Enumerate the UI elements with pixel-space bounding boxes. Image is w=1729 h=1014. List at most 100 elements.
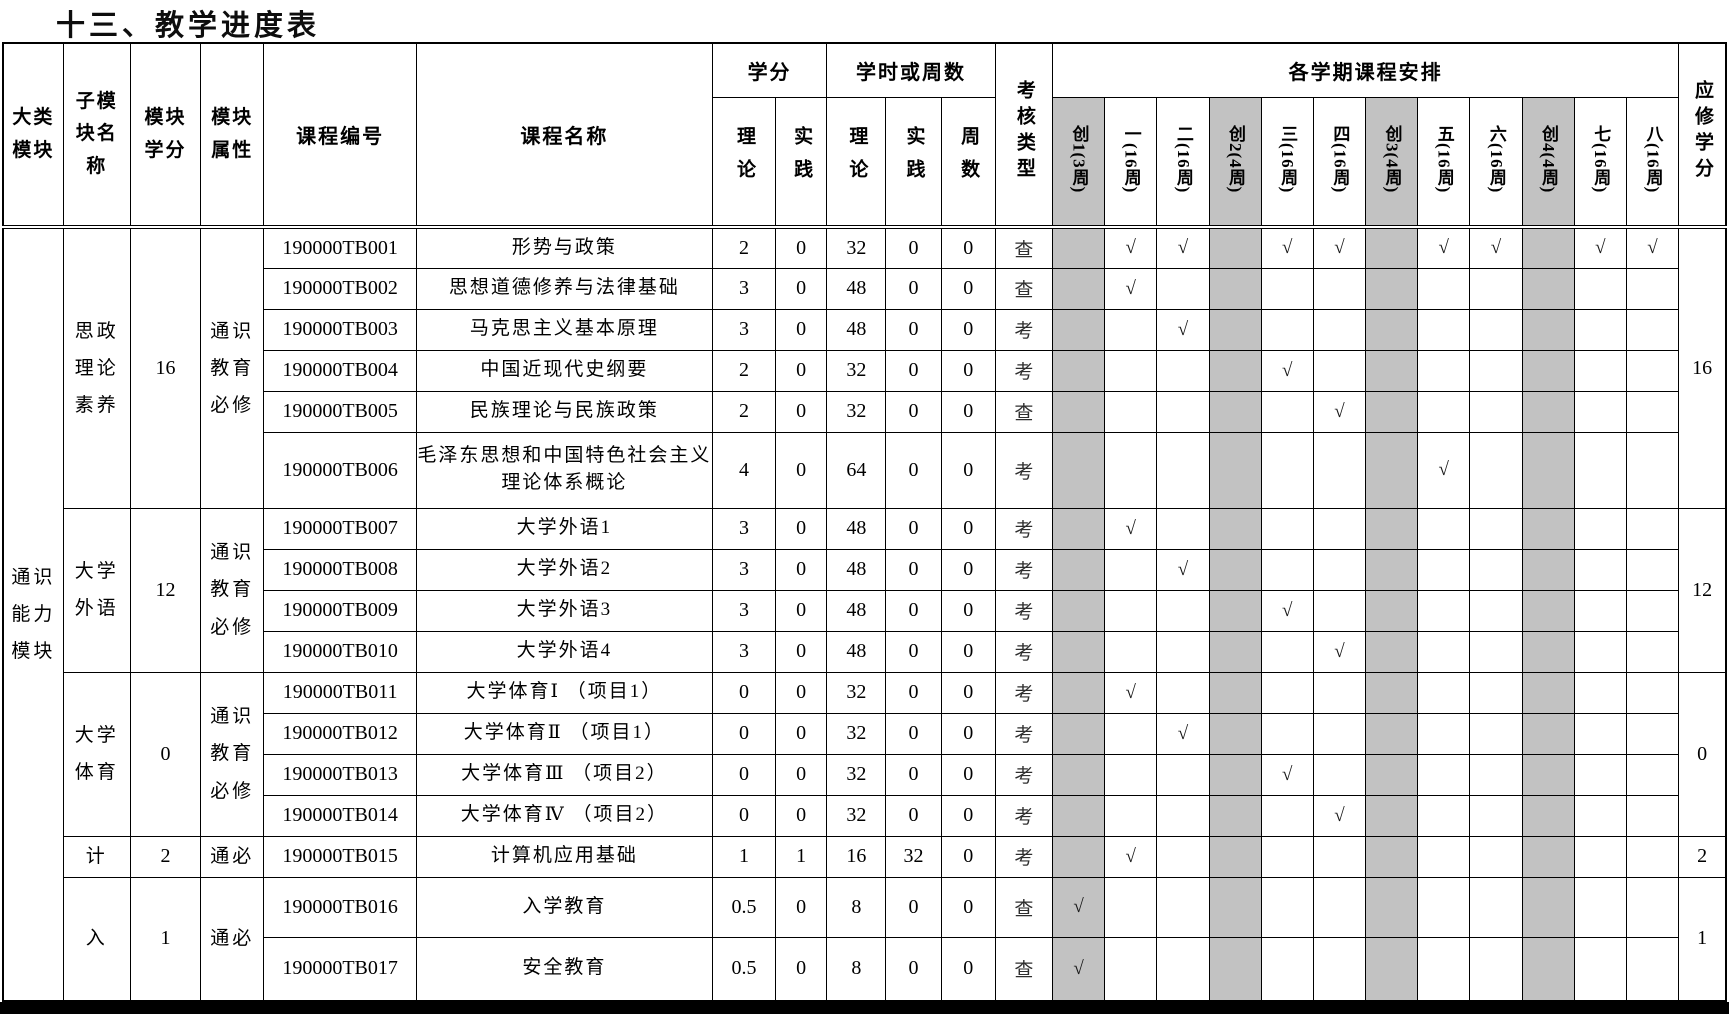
hours-practice-cell: 0: [885, 712, 942, 755]
semester-check-cell: [1312, 431, 1367, 509]
semester-check-cell: [1573, 431, 1627, 509]
course-row: 190000TB010 大学外语4 3 0 48 0 0 考 √: [3, 630, 1726, 673]
semester-check-cell: √: [1312, 390, 1367, 433]
hours-theory-cell: 48: [826, 589, 887, 632]
semester-check-cell: [1469, 835, 1523, 878]
credit-practice-cell: 0: [775, 876, 828, 938]
semester-check-cell: √: [1573, 225, 1627, 269]
weeks-cell: 0: [940, 548, 996, 591]
semester-check-cell: [1208, 308, 1262, 351]
course-code-cell: 190000TB010: [263, 630, 417, 673]
semester-check-cell: [1573, 671, 1627, 714]
course-name-cell: 大学体育Ⅱ （项目1）: [415, 712, 713, 755]
semester-check-cell: [1260, 390, 1314, 433]
semester-check-cell: [1104, 712, 1158, 755]
semester-check-cell: [1104, 876, 1158, 938]
semester-check-cell: [1573, 835, 1627, 878]
module-credits-cell: 12: [129, 507, 202, 673]
assessment-cell: 考: [994, 349, 1053, 392]
credit-practice-cell: 0: [775, 753, 828, 796]
course-row: 190000TB003 马克思主义基本原理 3 0 48 0 0 考 √: [3, 308, 1726, 351]
semester-check-cell: [1521, 794, 1575, 837]
module-attr-cell: 通必: [200, 835, 265, 878]
course-name-cell: 大学体育Ⅲ （项目2）: [415, 753, 713, 796]
semester-check-cell: [1573, 712, 1627, 755]
semester-check-cell: [1521, 630, 1575, 673]
header-weeks: 周数: [940, 96, 996, 228]
course-name-cell: 计算机应用基础: [415, 835, 713, 878]
semester-check-cell: √: [1312, 630, 1367, 673]
semester-check-cell: [1521, 589, 1575, 632]
page-bottom-bar: [0, 1002, 1729, 1014]
course-row: 计 2 通必 190000TB015 计算机应用基础 1 1 16 32 0 考 √ 2: [3, 835, 1727, 878]
semester-check-cell: [1573, 390, 1627, 433]
semester-check-cell: [1156, 507, 1210, 550]
course-name-cell: 安全教育: [415, 936, 713, 1002]
semester-check-cell: [1625, 712, 1680, 755]
semester-check-cell: [1573, 794, 1627, 837]
assessment-cell: 考: [994, 548, 1053, 591]
hours-practice-cell: 0: [885, 794, 942, 837]
assessment-cell: 查: [994, 936, 1053, 1002]
hours-theory-cell: 32: [826, 225, 887, 269]
course-code-cell: 190000TB012: [263, 712, 417, 755]
teaching-schedule-table: 大类 模块 子模 块名 称 模块 学分 模块 属性 课程编号 课程名称 学分 学…: [2, 42, 1727, 1002]
semester-check-cell: [1469, 712, 1523, 755]
course-name-cell: 形势与政策: [415, 225, 713, 269]
semester-check-cell: [1156, 835, 1210, 878]
semester-check-cell: [1051, 431, 1106, 509]
hours-theory-cell: 64: [826, 431, 887, 509]
semester-check-cell: [1469, 876, 1523, 938]
credit-practice-cell: 0: [775, 630, 828, 673]
semester-check-cell: [1104, 936, 1158, 1002]
hours-practice-cell: 0: [885, 267, 942, 310]
weeks-cell: 0: [940, 225, 996, 269]
semester-check-cell: [1260, 267, 1314, 310]
hours-theory-cell: 32: [826, 753, 887, 796]
semester-check-cell: √: [1104, 671, 1158, 714]
course-row: 大学 体育 0 通识 教育 必修 190000TB011 大学体育Ⅰ （项目1） 0 0 32…: [3, 671, 1727, 837]
semester-check-cell: [1625, 876, 1680, 938]
header-semester-4: 四(16周): [1312, 96, 1367, 228]
semester-check-cell: [1365, 507, 1419, 550]
assessment-cell: 考: [994, 671, 1053, 714]
semester-check-cell: [1469, 267, 1523, 310]
hours-practice-cell: 0: [885, 876, 942, 938]
header-semester-6: 六(16周): [1469, 96, 1523, 228]
semester-check-cell: [1365, 308, 1419, 351]
semester-check-cell: [1469, 671, 1523, 714]
semester-check-cell: [1521, 936, 1575, 1002]
course-name-cell: 马克思主义基本原理: [415, 308, 713, 351]
semester-check-cell: √: [1156, 225, 1210, 269]
semester-check-cell: [1521, 225, 1575, 269]
course-row: 大学 外语 12 通识 教育 必修 190000TB007 大学外语1 3 0 48 0 0 考 √ 1…: [3, 507, 1727, 673]
course-row: 190000TB012 大学体育Ⅱ （项目1） 0 0 32 0 0 考 √: [3, 712, 1726, 755]
course-code-cell: 190000TB001: [263, 225, 417, 269]
sub-module-cell: 思政 理论 素养: [62, 225, 131, 509]
semester-check-cell: [1521, 431, 1575, 509]
semester-check-cell: [1625, 267, 1680, 310]
credit-practice-cell: 0: [775, 390, 828, 433]
semester-check-cell: [1156, 431, 1210, 509]
semester-check-cell: [1417, 548, 1471, 591]
semester-check-cell: [1417, 507, 1471, 550]
course-name-cell: 大学外语4: [415, 630, 713, 673]
course-name-cell: 大学体育Ⅰ （项目1）: [415, 671, 713, 714]
weeks-cell: 0: [940, 794, 996, 837]
assessment-cell: 考: [994, 630, 1053, 673]
credit-theory-cell: 0: [711, 712, 777, 755]
header-semester-5: 五(16周): [1417, 96, 1471, 228]
credit-practice-cell: 0: [775, 267, 828, 310]
hours-practice-cell: 0: [885, 308, 942, 351]
weeks-cell: 0: [940, 349, 996, 392]
semester-check-cell: [1051, 507, 1106, 550]
semester-check-cell: [1104, 548, 1158, 591]
module-credits-cell: 1: [129, 876, 202, 1002]
semester-check-cell: [1573, 589, 1627, 632]
semester-check-cell: [1260, 308, 1314, 351]
weeks-cell: 0: [940, 390, 996, 433]
hours-practice-cell: 0: [885, 431, 942, 509]
credit-theory-cell: 0: [711, 671, 777, 714]
hours-practice-cell: 0: [885, 671, 942, 714]
semester-check-cell: [1260, 712, 1314, 755]
